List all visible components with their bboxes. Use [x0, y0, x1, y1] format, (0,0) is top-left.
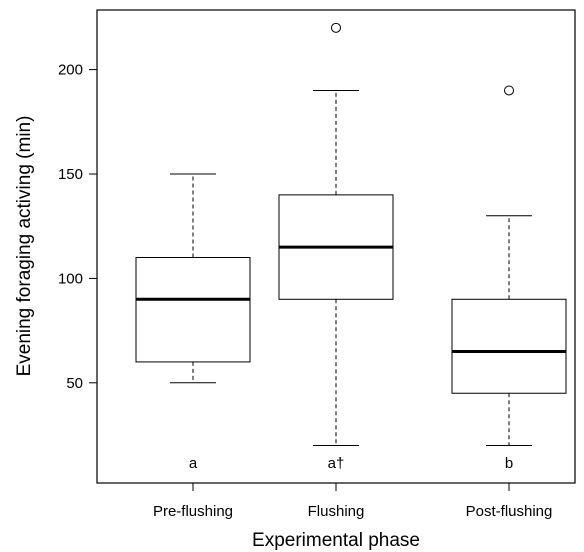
outlier-point: [504, 85, 514, 96]
y-axis-title: Evening foraging activing (min): [14, 116, 35, 377]
boxes: a a† b: [135, 22, 567, 472]
y-tick-label: 100: [58, 270, 83, 287]
outlier-point: [331, 22, 341, 33]
significance-letter: a: [189, 455, 198, 472]
x-tick-label: Post-flushing: [466, 503, 553, 520]
x-tick-label: Pre-flushing: [153, 503, 233, 520]
iqr-box: [135, 257, 251, 363]
box-group-2: a†: [278, 22, 394, 472]
y-tick-label: 50: [66, 375, 83, 392]
box-group-1: a: [135, 173, 251, 472]
significance-letter: b: [505, 455, 513, 472]
x-tick-label: Flushing: [308, 503, 365, 520]
y-axis: 50 100 150 200: [58, 62, 97, 392]
box-group-3: b: [451, 85, 567, 472]
x-axis: Pre-flushing Flushing Post-flushing: [153, 483, 552, 520]
y-tick-label: 200: [58, 62, 83, 79]
iqr-box: [451, 298, 567, 394]
significance-letter: a†: [328, 455, 345, 472]
x-axis-title: Experimental phase: [252, 530, 420, 551]
y-tick-label: 150: [58, 166, 83, 183]
